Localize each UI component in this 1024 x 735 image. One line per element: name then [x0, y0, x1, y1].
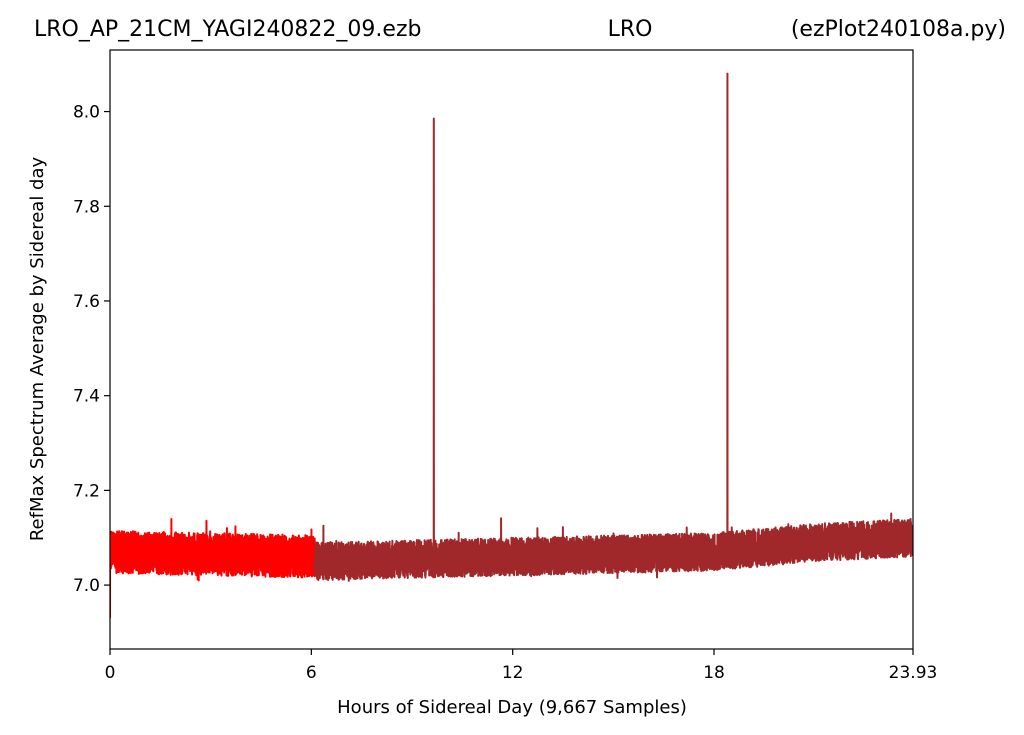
y-tick-label: 8.0: [73, 103, 100, 123]
chart-title-file: LRO_AP_21CM_YAGI240822_09.ezb: [34, 17, 421, 42]
plot-frame: [109, 49, 914, 650]
y-tick-label: 7.4: [73, 387, 100, 407]
series-line-1: [313, 72, 913, 582]
y-axis: 7.0 7.2 7.4 7.6 7.8 8.0: [73, 103, 110, 596]
y-tick-label: 7.2: [73, 481, 100, 501]
x-tick-label: 6: [306, 663, 317, 683]
y-tick-label: 7.0: [73, 576, 100, 596]
series-layer: [110, 72, 913, 619]
y-axis-label: RefMax Spectrum Average by Sidereal day: [27, 157, 48, 542]
x-tick-label: 18: [703, 663, 725, 683]
y-tick-label: 7.8: [73, 197, 100, 217]
series-line-0: [110, 518, 316, 619]
x-tick-label: 0: [105, 663, 116, 683]
x-axis: 0 6 12 18 23.93: [105, 649, 938, 683]
chart-title-center: LRO: [608, 17, 653, 42]
x-axis-label: Hours of Sidereal Day (9,667 Samples): [337, 697, 687, 718]
x-tick-label: 12: [502, 663, 524, 683]
y-tick-label: 7.6: [73, 292, 100, 312]
chart-title-script: (ezPlot240108a.py): [791, 17, 1006, 42]
x-tick-label: 23.93: [889, 663, 938, 683]
